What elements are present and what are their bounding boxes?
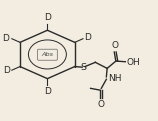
Text: D: D — [44, 87, 51, 96]
Text: D: D — [3, 66, 10, 75]
Text: Abs: Abs — [41, 52, 53, 57]
Text: D: D — [44, 13, 51, 22]
Text: O: O — [112, 41, 118, 50]
Text: S: S — [80, 63, 86, 72]
Text: D: D — [3, 34, 9, 43]
Text: NH: NH — [108, 74, 122, 83]
Text: OH: OH — [127, 58, 141, 67]
Text: O: O — [97, 100, 104, 109]
Text: D: D — [85, 33, 91, 42]
FancyBboxPatch shape — [37, 49, 57, 60]
